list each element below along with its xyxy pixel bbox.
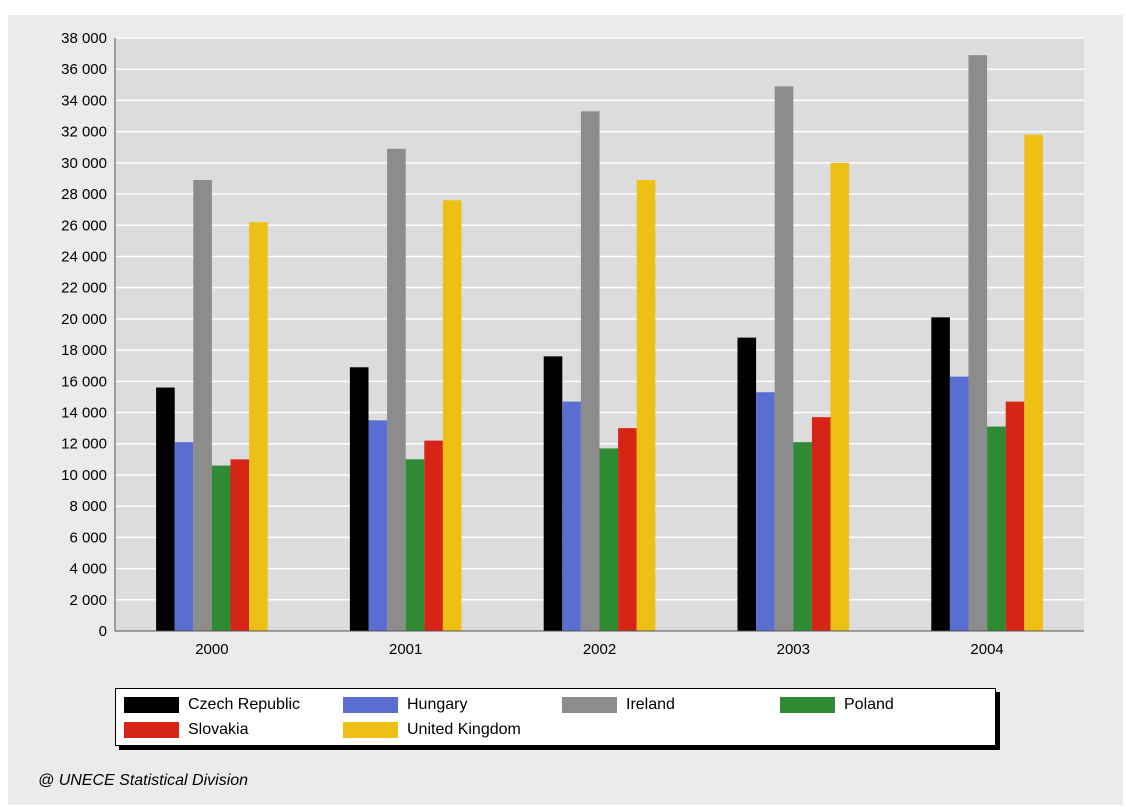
y-tick-label: 20 000 [61,311,107,328]
legend-swatch [124,697,179,713]
y-tick-label: 2 000 [69,592,107,609]
y-tick-label: 32 000 [61,124,107,141]
y-axis-tick-labels: 0 2 000 4 000 6 000 8 000 10 000 12 000 14 000 1… [61,30,107,640]
bar-slovakia-2004 [1005,401,1025,631]
bar-poland-2001 [405,459,425,631]
bar-ireland-2001 [387,148,406,631]
x-tick-label: 2004 [970,641,1003,658]
x-tick-label: 2002 [583,641,616,658]
legend-item-ireland: Ireland [562,695,675,715]
legend-swatch [562,697,617,713]
legend-swatch [343,697,398,713]
legend-swatch [343,722,398,738]
x-axis-tick-labels: 2000 2001 2002 2003 2004 [195,641,1004,658]
bar-slovakia-2001 [424,440,443,631]
x-tick-label: 2000 [195,641,228,658]
bar-united-kingdom-2003 [830,162,850,631]
legend-label: United Kingdom [407,721,521,738]
bar-ireland-2004 [968,55,988,632]
x-tick-label: 2003 [777,641,810,658]
bar-hungary-2000 [174,442,194,631]
legend-label: Czech Republic [188,696,301,713]
y-tick-label: 24 000 [61,248,107,265]
legend-item-slovakia: Slovakia [124,720,248,740]
y-tick-label: 34 000 [61,92,107,109]
bar-hungary-2004 [949,376,969,631]
y-tick-label: 30 000 [61,155,107,172]
y-tick-label: 12 000 [61,436,107,453]
y-tick-label: 10 000 [61,467,107,484]
y-tick-label: 38 000 [61,30,107,47]
y-tick-label: 26 000 [61,217,107,234]
bar-united-kingdom-2000 [249,222,268,632]
bar-hungary-2001 [368,420,388,631]
bar-united-kingdom-2001 [442,200,462,631]
bar-czech-republic-2000 [156,387,175,631]
y-tick-label: 6 000 [69,529,107,546]
y-tick-label: 0 [99,623,107,640]
legend-label: Slovakia [188,721,249,738]
bar-ireland-2003 [774,86,794,631]
legend-label: Ireland [626,696,675,713]
bar-czech-republic-2003 [737,337,757,631]
legend-swatch [780,697,835,713]
legend-swatch [124,722,179,738]
legend-item-poland: Poland [780,695,894,715]
y-tick-label: 18 000 [61,342,107,359]
legend-label: Hungary [407,696,468,713]
bar-poland-2002 [599,448,619,631]
y-tick-label: 14 000 [61,405,107,422]
legend-label: Poland [844,696,894,713]
y-tick-label: 4 000 [69,561,107,578]
bars [156,55,1043,632]
y-tick-label: 8 000 [69,498,107,515]
bar-hungary-2002 [562,401,581,631]
bar-ireland-2002 [580,111,600,632]
bar-slovakia-2002 [618,428,637,631]
bar-czech-republic-2001 [349,367,369,631]
bar-united-kingdom-2002 [636,180,656,632]
bar-poland-2004 [987,426,1006,631]
source-note: @ UNECE Statistical Division [38,772,249,789]
y-tick-label: 22 000 [61,280,107,297]
y-tick-label: 36 000 [61,61,107,78]
bar-poland-2000 [211,465,231,631]
bar-poland-2003 [793,442,812,631]
bar-slovakia-2000 [230,459,250,631]
legend-item-hungary: Hungary [343,695,467,715]
x-tick-label: 2001 [389,641,422,658]
bar-czech-republic-2004 [931,317,950,631]
legend-item-czech-republic: Czech Republic [124,695,300,715]
y-tick-label: 16 000 [61,373,107,390]
bar-slovakia-2003 [811,417,831,631]
legend-item-united-kingdom: United Kingdom [343,720,521,740]
bar-united-kingdom-2004 [1024,134,1043,631]
bar-hungary-2003 [756,392,775,631]
bar-czech-republic-2002 [543,356,563,631]
y-tick-label: 28 000 [61,186,107,203]
legend: Czech Republic Hungary Ireland Poland Slovak… [115,688,996,746]
bar-ireland-2000 [193,180,212,632]
